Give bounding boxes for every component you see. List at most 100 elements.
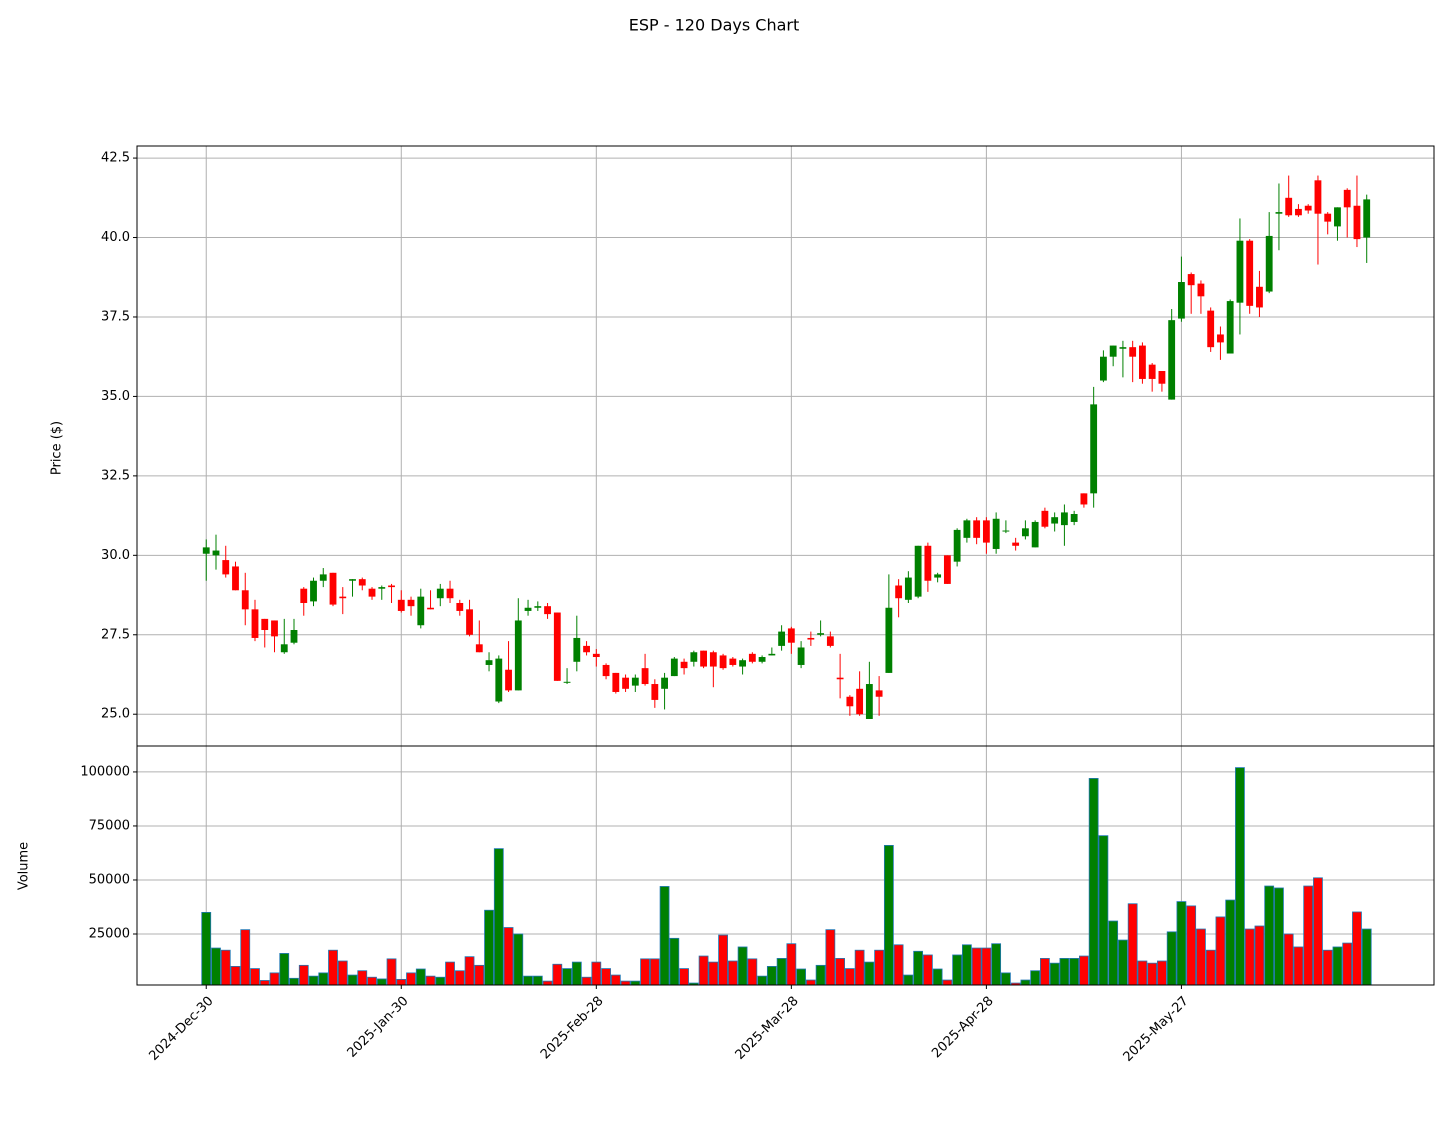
volume-bar	[308, 975, 319, 986]
candle-body	[524, 607, 532, 611]
candle-body	[1343, 189, 1351, 208]
volume-frame	[136, 745, 1435, 986]
candle-body	[768, 653, 776, 656]
candle-body	[680, 661, 688, 669]
volume-bar	[1157, 960, 1167, 986]
x-tick-label: 2025-Jan-30	[345, 994, 412, 1061]
volume-bar	[971, 947, 982, 986]
candle-body	[602, 664, 610, 677]
volume-bar	[1137, 960, 1148, 986]
volume-bar	[542, 980, 553, 986]
candle-body	[1178, 282, 1185, 319]
candle-body	[222, 560, 230, 575]
volume-bar	[952, 954, 963, 986]
candle-body	[241, 590, 249, 610]
volume-bar	[1059, 958, 1070, 986]
candle-body	[202, 547, 210, 554]
candle-body	[1012, 542, 1020, 546]
y-tick-label: 30.0	[101, 548, 130, 563]
candle-body	[846, 696, 854, 707]
candle-body	[1304, 205, 1312, 211]
candle-body	[651, 684, 659, 700]
candle-body	[271, 620, 278, 637]
volume-bar	[1020, 979, 1031, 986]
candle-body	[924, 545, 932, 581]
candle-body	[563, 681, 571, 683]
volume-bar	[318, 972, 329, 986]
candle-body	[1080, 493, 1088, 505]
candle-body	[758, 657, 766, 662]
volume-bar	[1098, 835, 1109, 986]
volume-bar	[1215, 916, 1226, 986]
volume-bar	[1322, 949, 1333, 986]
volume-bar	[766, 966, 777, 986]
volume-bar	[211, 947, 221, 986]
volume-bar	[1127, 903, 1138, 986]
x-tick-label: 2025-Apr-28	[929, 994, 996, 1061]
candle-body	[1041, 510, 1049, 527]
volume-bar	[1108, 920, 1119, 986]
volume-bar	[425, 975, 436, 986]
volume-bar	[1303, 885, 1314, 986]
volume-bar	[357, 970, 368, 986]
volume-bar	[503, 927, 514, 986]
candle-body	[1109, 345, 1117, 357]
volume-bar	[484, 909, 494, 986]
volume-bar	[562, 968, 572, 986]
volume-bar	[1186, 905, 1197, 986]
volume-bar	[279, 953, 290, 986]
candle-body	[1217, 334, 1224, 343]
y-axis-label: Price ($)	[50, 421, 65, 475]
candle-body	[1090, 404, 1098, 494]
volume-bar	[513, 933, 524, 986]
volume-bar	[854, 949, 865, 986]
candle-body	[1129, 347, 1137, 357]
volume-bar	[1361, 928, 1372, 986]
x-tick-label: 2025-Mar-28	[733, 994, 802, 1063]
candle-body	[1051, 517, 1059, 524]
candle-body	[748, 653, 756, 662]
candle-body	[807, 637, 815, 640]
volume-bar	[386, 958, 397, 986]
volume-bar	[1293, 946, 1304, 986]
candle-body	[495, 658, 503, 702]
volume-bar	[874, 949, 885, 986]
volume-bar	[737, 946, 748, 986]
volume-bar	[396, 978, 407, 986]
volume-bar	[1196, 928, 1206, 986]
volume-bar	[1001, 972, 1011, 986]
volume-tick-label: 100000	[80, 764, 130, 779]
volume-bar	[201, 911, 212, 986]
candle-body	[475, 644, 483, 653]
volume-bar	[942, 979, 953, 986]
volume-bar	[1205, 949, 1216, 986]
x-tick-label: 2025-Feb-28	[538, 994, 607, 1063]
volume-bar	[727, 960, 738, 986]
candle-body	[427, 607, 434, 610]
volume-bar	[1176, 901, 1187, 986]
candle-body	[856, 688, 864, 715]
volume-bar	[454, 970, 465, 986]
candle-body	[963, 520, 971, 538]
volume-bar	[786, 943, 797, 986]
candle-body	[641, 668, 649, 685]
candle-body	[1031, 521, 1039, 548]
candle-body	[934, 574, 942, 578]
volume-bar	[844, 968, 855, 986]
candle-body	[1099, 356, 1107, 381]
volume-bar	[1069, 958, 1080, 986]
volume-bar	[1283, 933, 1294, 986]
candle-body	[700, 650, 707, 667]
volume-bar	[981, 947, 992, 986]
candle-body	[300, 588, 308, 603]
volume-bar	[376, 978, 387, 986]
volume-bar	[1235, 767, 1245, 986]
candle-body	[407, 599, 415, 607]
candle-body	[690, 652, 698, 662]
volume-bar	[601, 968, 611, 986]
candle-body	[739, 660, 747, 667]
volume-tick-label: 50000	[89, 872, 130, 887]
candle-body	[349, 579, 356, 581]
volume-tick-label: 75000	[89, 818, 130, 833]
volume-bar	[961, 944, 972, 986]
